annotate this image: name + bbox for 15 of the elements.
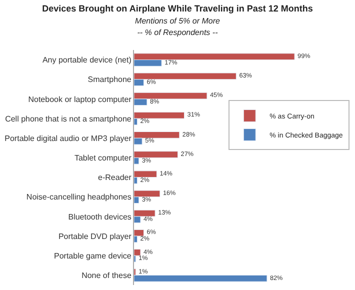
y-tick-label: Bluetooth devices: [68, 212, 132, 222]
y-tick-label: Portable DVD player: [58, 232, 132, 241]
y-tick-label: Noise-cancelling headphones: [26, 192, 132, 202]
y-tick-label: None of these: [82, 271, 132, 280]
y-tick-label: Portable game device: [54, 251, 132, 260]
y-tick-label: e-Reader: [98, 173, 132, 182]
y-tick-label: Smartphone: [88, 75, 132, 84]
chart-subtitle: Mentions of 5% or More: [135, 16, 221, 26]
y-tick-label: Tablet computer: [74, 154, 132, 163]
y-tick-label: Any portable device (net): [42, 56, 132, 65]
y-tick-label: Portable digital audio or MP3 player: [4, 134, 132, 143]
text: -- % of Respondents --: [137, 28, 218, 37]
chart-title: Devices Brought on Airplane While Traveling in Past 12 Months: [42, 4, 313, 14]
y-tick-label: Notebook or laptop computer: [28, 94, 132, 104]
y-tick-label: Cell phone that is not a smartphone: [5, 114, 132, 124]
